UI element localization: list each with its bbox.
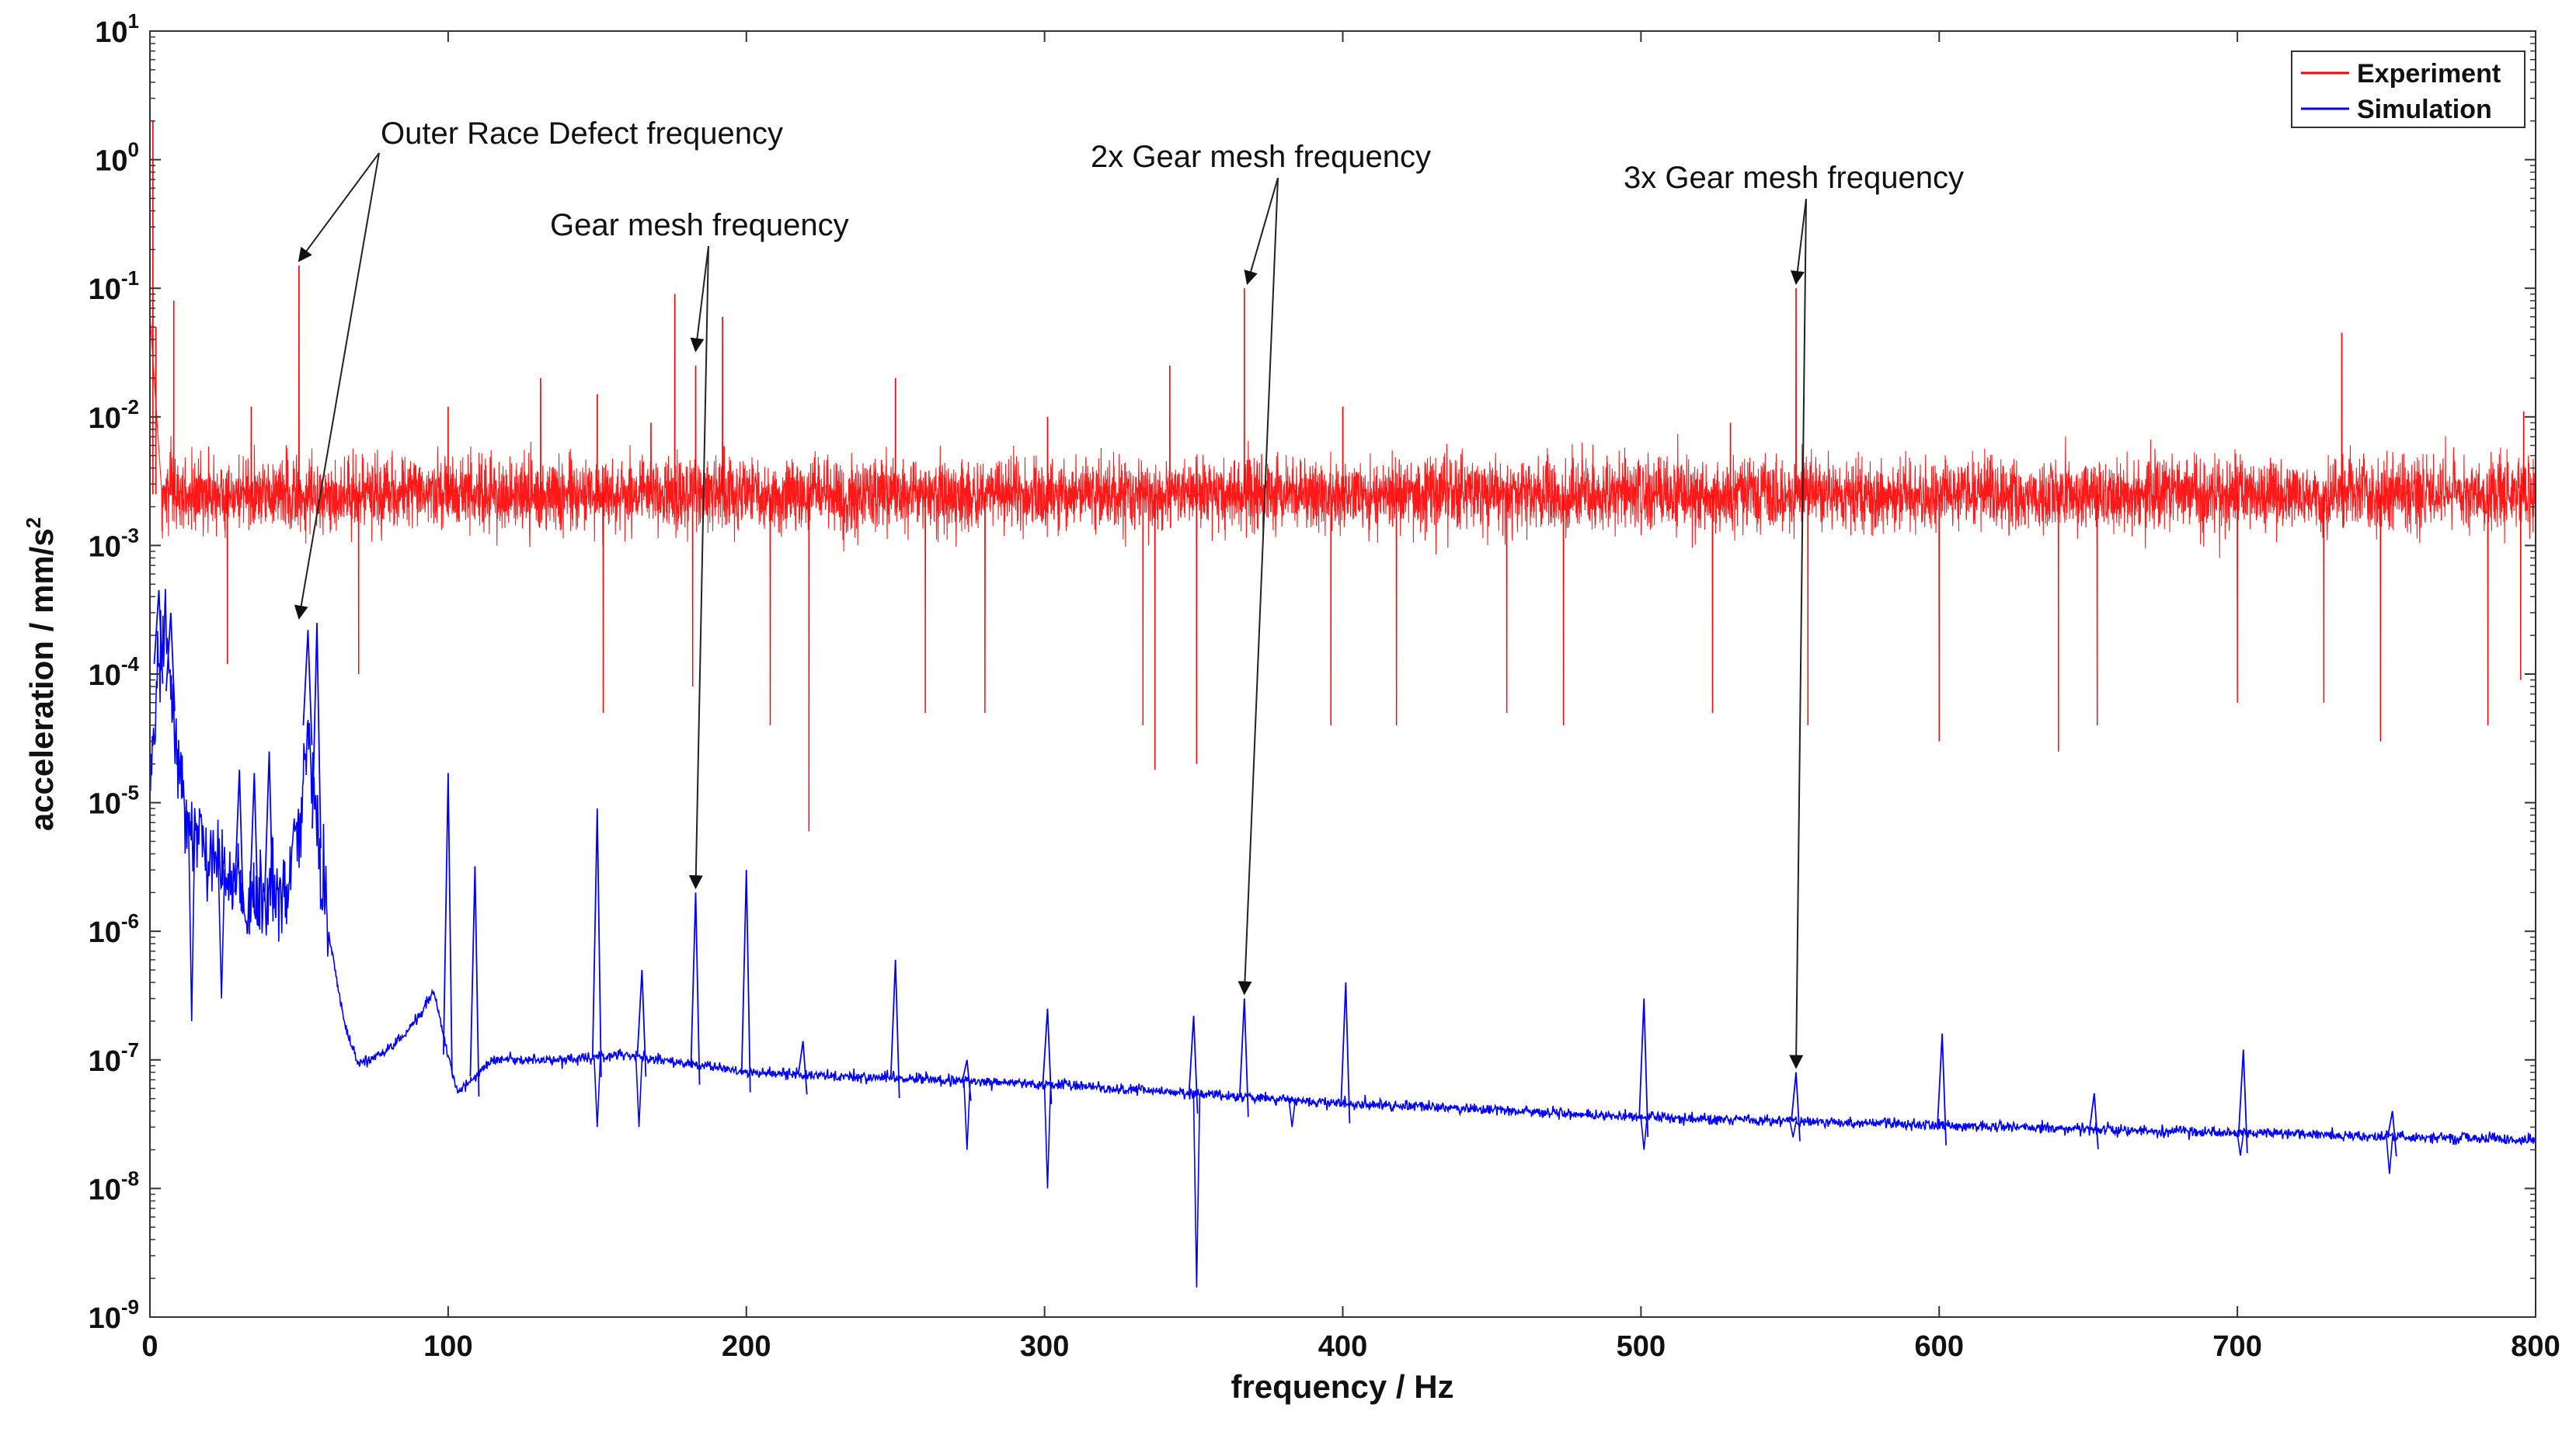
simulation-peak <box>1791 1072 1801 1142</box>
simulation-peak <box>2237 1049 2248 1153</box>
simulation-peak <box>889 959 900 1098</box>
annotation-text: Gear mesh frequency <box>550 208 849 242</box>
annotation-1: Outer Race Defect frequency <box>294 116 783 620</box>
annotation-arrow <box>298 152 380 262</box>
y-axis-title-superscript: 2 <box>22 517 45 528</box>
simulation-dip <box>1640 1117 1648 1150</box>
y-tick-label: 10-3 <box>89 523 139 563</box>
simulation-peak <box>1042 1008 1053 1104</box>
y-tick-label: 10-7 <box>89 1038 139 1078</box>
annotation-3: 2x Gear mesh frequency <box>1091 140 1431 996</box>
simulation-peak <box>263 751 274 922</box>
x-tick-label: 800 <box>2511 1330 2560 1363</box>
annotation-arrow <box>294 152 380 620</box>
simulation-peak <box>1238 998 1249 1117</box>
y-tick-label: 10-9 <box>89 1295 139 1335</box>
simulation-peak <box>312 623 322 849</box>
simulation-peak <box>636 970 647 1077</box>
x-tick-label: 0 <box>141 1330 158 1363</box>
simulation-peak <box>690 892 701 1085</box>
simulation-peak <box>740 870 751 1093</box>
legend: Experiment Simulation <box>2291 50 2526 128</box>
x-tick-label: 300 <box>1020 1330 1069 1363</box>
simulation-peak <box>2386 1110 2397 1157</box>
simulation-peak <box>234 770 245 913</box>
annotation-text: 2x Gear mesh frequency <box>1091 140 1431 174</box>
x-tick-label: 500 <box>1617 1330 1666 1363</box>
simulation-dip <box>1192 1093 1201 1288</box>
y-axis: 101 100 10-1 10-2 10-3 10-4 10-5 10-6 10-7 10-8 10… <box>89 9 2536 1335</box>
x-tick-label: 200 <box>722 1330 771 1363</box>
y-tick-label: 10-5 <box>89 781 139 821</box>
simulation-dip <box>635 1056 643 1128</box>
legend-label-simulation: Simulation <box>2357 95 2492 124</box>
y-axis-title: acceleration / mm/s2 <box>22 517 60 831</box>
simulation-dip <box>2386 1136 2393 1174</box>
annotation-text: Outer Race Defect frequency <box>381 116 783 151</box>
simulation-peak <box>165 612 176 711</box>
simulation-dip <box>218 869 225 999</box>
simulation-dip <box>963 1080 971 1150</box>
y-tick-label: 101 <box>95 9 139 49</box>
y-axis-title-main: acceleration / mm/s <box>23 528 60 831</box>
series-layer <box>150 120 2536 1288</box>
x-axis-title: frequency / Hz <box>1231 1368 1453 1405</box>
simulation-peak <box>797 1041 808 1095</box>
simulation-peak <box>153 589 164 684</box>
simulation-peak <box>249 773 259 926</box>
simulation-peak <box>1188 1016 1199 1114</box>
annotation-4: 3x Gear mesh frequency <box>1624 161 1964 1069</box>
simulation-peak <box>1340 982 1351 1124</box>
annotation-arrow <box>688 245 709 890</box>
simulation-dip <box>1043 1084 1052 1189</box>
simulation-dip <box>1789 1121 1797 1138</box>
annotation-arrow <box>690 245 709 353</box>
simulation-peak <box>591 808 602 1078</box>
simulation-peak <box>1638 998 1649 1138</box>
x-axis: 0 100 200 300 400 500 600 700 800 <box>141 31 2560 1363</box>
simulation-peak <box>469 866 480 1097</box>
simulation-peak <box>442 773 453 1075</box>
simulation-dip <box>1288 1100 1297 1128</box>
y-tick-label: 10-8 <box>89 1166 139 1206</box>
x-tick-label: 100 <box>423 1330 472 1363</box>
x-tick-label: 700 <box>2212 1330 2261 1363</box>
annotation-text: 3x Gear mesh frequency <box>1624 161 1964 195</box>
y-tick-label: 10-1 <box>89 266 139 306</box>
annotation-arrow <box>1790 198 1807 285</box>
x-tick-label: 600 <box>1915 1330 1964 1363</box>
simulation-dip <box>2237 1132 2244 1156</box>
plot-background <box>150 31 2536 1317</box>
annotation-layer: Outer Race Defect frequency Gear mesh fre… <box>294 116 1964 1069</box>
simulation-peak <box>302 630 313 746</box>
y-tick-label: 100 <box>95 138 139 178</box>
simulation-dip <box>594 1057 601 1128</box>
simulation-peak <box>2088 1093 2099 1149</box>
series-simulation-line <box>150 589 2536 1146</box>
simulation-dip <box>187 825 196 1021</box>
y-tick-label: 10-6 <box>89 909 139 949</box>
simulation-peak <box>1937 1033 1947 1145</box>
legend-label-experiment: Experiment <box>2357 59 2501 89</box>
y-tick-label: 10-4 <box>89 652 140 692</box>
legend-box <box>2291 50 2526 128</box>
x-tick-label: 400 <box>1318 1330 1367 1363</box>
annotation-arrow <box>1244 177 1279 285</box>
annotation-arrow <box>1789 198 1807 1069</box>
annotation-2: Gear mesh frequency <box>550 208 849 890</box>
y-tick-label: 10-2 <box>89 395 139 435</box>
annotation-arrow <box>1238 177 1279 996</box>
